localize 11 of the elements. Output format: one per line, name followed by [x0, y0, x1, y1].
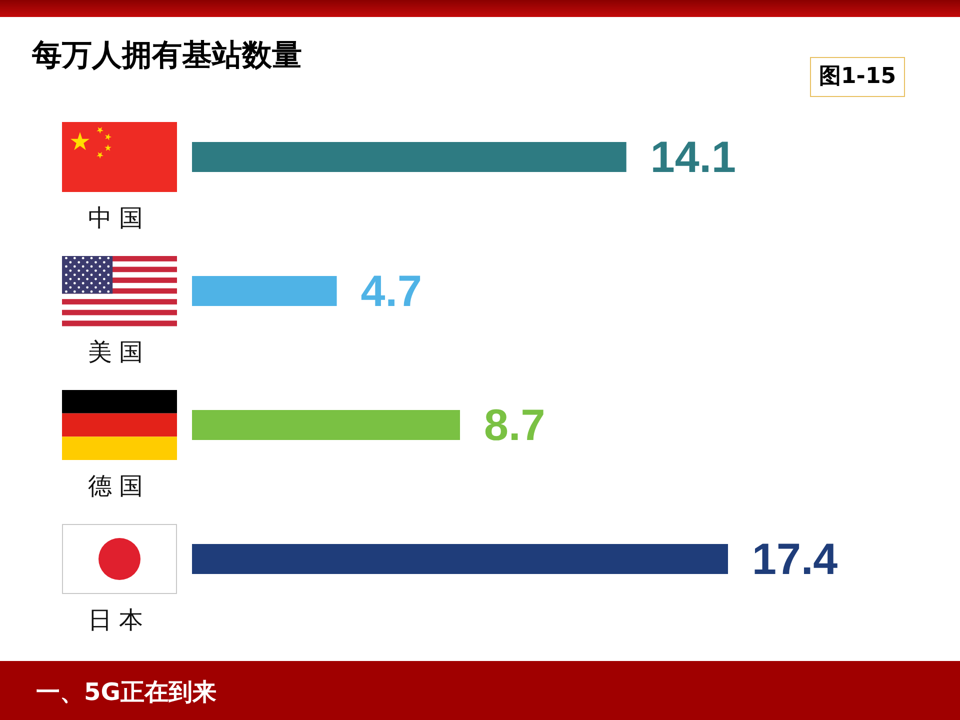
caption: 图1-15 — [810, 57, 906, 97]
y-tick-label: 日本 — [88, 606, 150, 634]
annotation: 一、5G正在到来 — [36, 677, 216, 708]
data-label: 4.7 — [360, 267, 422, 316]
data-label: 14.1 — [650, 133, 736, 182]
data-label: 8.7 — [484, 401, 546, 450]
data-label: 17.4 — [752, 535, 838, 584]
y-tick-label: 美国 — [88, 338, 150, 366]
chart-title: 每万人拥有基站数量 — [32, 37, 302, 75]
y-tick-label: 德国 — [88, 472, 150, 500]
y-tick-label: 中国 — [88, 204, 150, 232]
